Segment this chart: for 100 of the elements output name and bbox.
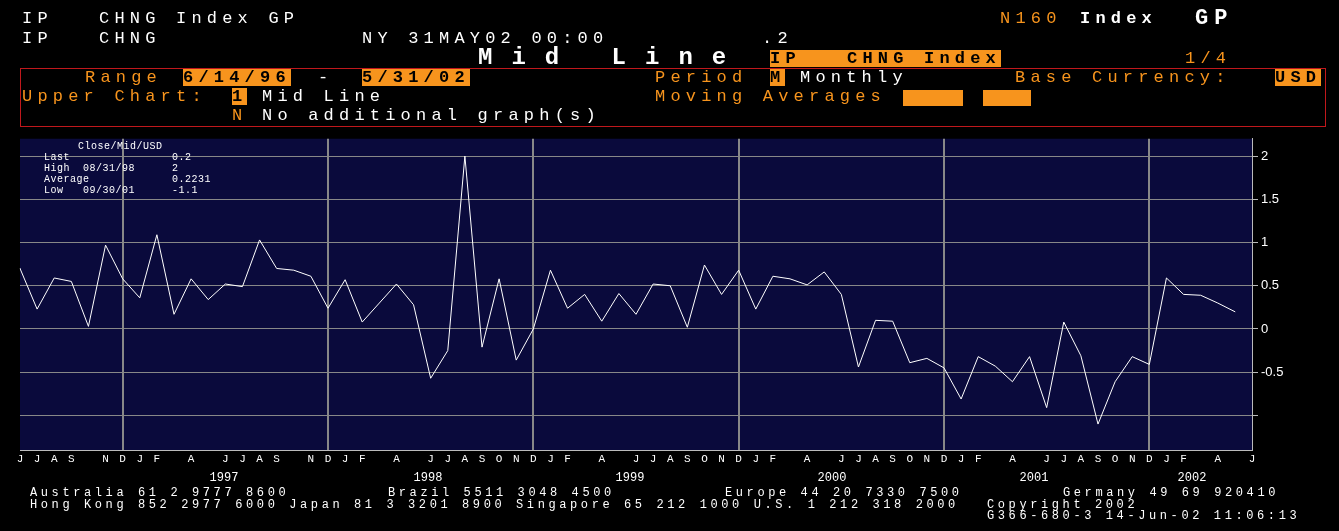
x-tick-label: O xyxy=(1111,452,1119,465)
x-tick-label: F xyxy=(974,452,982,465)
y-tick-label: -0.5 xyxy=(1261,363,1284,379)
text: N160 xyxy=(1000,9,1062,28)
x-tick-label: J xyxy=(427,452,434,465)
annotation: 0.2231 xyxy=(172,174,212,185)
annotation: -1.1 xyxy=(172,185,199,196)
x-tick-label: D xyxy=(735,452,743,465)
x-tick-label: S xyxy=(273,452,281,465)
x-tick-label: J xyxy=(957,452,965,465)
x-tick-label: A xyxy=(1214,452,1222,465)
x-tick-label: J xyxy=(239,452,246,465)
x-tick-label: J xyxy=(1060,452,1068,465)
text: 1998 xyxy=(413,471,443,485)
annotation: Close/Mid/USD xyxy=(78,141,163,152)
text: 2000 xyxy=(817,471,847,485)
x-tick-label: F xyxy=(358,452,366,465)
text: Upper Chart: xyxy=(22,87,207,106)
text: 1997 xyxy=(209,471,239,485)
text: 2001 xyxy=(1019,471,1049,485)
x-tick-label: D xyxy=(530,452,538,465)
annotation: 2 xyxy=(172,163,179,174)
annotation: Low 09/30/01 xyxy=(44,185,136,196)
text: Germany 49 69 920410 xyxy=(1063,486,1280,500)
text: Moving Averages xyxy=(655,87,887,106)
text: 5/31/02 xyxy=(362,68,470,87)
text: Index xyxy=(1080,9,1158,28)
annotation: Last xyxy=(44,152,71,163)
x-tick-label: J xyxy=(33,452,41,465)
x-tick-label: N xyxy=(718,452,725,465)
text: IP CHNG Index GP xyxy=(22,9,300,28)
x-tick-label: A xyxy=(393,452,401,465)
y-tick-label: 1 xyxy=(1261,234,1269,250)
x-tick-label: O xyxy=(906,452,914,465)
annotation: 0.2 xyxy=(172,152,192,163)
text: IP CHNG Index xyxy=(770,49,1002,68)
x-tick-label: J xyxy=(649,452,657,465)
text: Base Currency: xyxy=(1015,68,1231,87)
x-tick-label: J xyxy=(855,452,862,465)
x-tick-label: J xyxy=(444,452,452,465)
x-tick-label: N xyxy=(1128,452,1136,465)
text: No additional graph(s) xyxy=(262,106,601,125)
x-tick-label: F xyxy=(564,452,571,465)
text: Hong Kong 852 2977 6000 Japan 81 3 3201 8900 Singapore 65 212 1000 U.S. 1 212 318 2000 xyxy=(30,498,959,512)
text: Mid Line xyxy=(262,87,386,106)
text: Brazil 5511 3048 4500 xyxy=(388,486,615,500)
x-tick-label: J xyxy=(136,452,144,465)
text: 1/4 xyxy=(1185,49,1232,68)
y-tick-label: 0 xyxy=(1261,320,1269,336)
text: G366-680-3 14-Jun-02 11:06:13 xyxy=(987,509,1301,523)
annotation: High 08/31/98 xyxy=(44,163,136,174)
text: Period xyxy=(655,68,748,87)
text: Monthly xyxy=(800,68,908,87)
x-tick-label: N xyxy=(307,452,315,465)
x-tick-label: F xyxy=(153,452,161,465)
text: 1999 xyxy=(615,471,645,485)
text: Europe 44 20 7330 7500 xyxy=(725,486,963,500)
x-tick-label: A xyxy=(1009,452,1017,465)
x-tick-label: J xyxy=(16,452,24,465)
chart-title: Mid Line xyxy=(478,44,746,71)
x-tick-label: J xyxy=(1163,452,1170,465)
x-tick-label: A xyxy=(598,452,606,465)
x-tick-label: O xyxy=(701,452,709,465)
x-tick-label: A xyxy=(256,452,264,465)
text: .2 xyxy=(762,29,793,48)
x-tick-label: S xyxy=(1094,452,1102,465)
x-tick-label: N xyxy=(102,452,109,465)
y-tick-label: 1.5 xyxy=(1261,190,1280,206)
x-tick-label: A xyxy=(1077,452,1085,465)
annotation: Average xyxy=(44,174,90,185)
x-tick-label: J xyxy=(1248,452,1256,465)
x-tick-label: J xyxy=(838,452,845,465)
x-tick-label: N xyxy=(923,452,931,465)
x-tick-label: J xyxy=(547,452,554,465)
x-tick-label: F xyxy=(769,452,777,465)
x-tick-label: J xyxy=(222,452,229,465)
x-tick-label: J xyxy=(752,452,760,465)
x-tick-label: J xyxy=(632,452,640,465)
text: GP xyxy=(1195,6,1234,31)
x-tick-label: S xyxy=(68,452,76,465)
x-tick-label: O xyxy=(495,452,503,465)
text: 6/14/96 xyxy=(183,68,291,87)
y-tick-label: 0.5 xyxy=(1261,277,1280,293)
text: - xyxy=(318,68,334,87)
text: 1 xyxy=(232,87,248,106)
x-tick-label: N xyxy=(512,452,520,465)
x-tick-label: A xyxy=(803,452,811,465)
x-tick-label: J xyxy=(1043,452,1050,465)
text: N xyxy=(232,106,248,125)
x-tick-label: S xyxy=(889,452,897,465)
x-tick-label: F xyxy=(1180,452,1187,465)
x-tick-label: D xyxy=(324,452,332,465)
x-tick-label: A xyxy=(666,452,674,465)
x-tick-label: A xyxy=(50,452,58,465)
text: M xyxy=(770,68,786,87)
x-tick-label: D xyxy=(1146,452,1154,465)
x-tick-label: S xyxy=(478,452,486,465)
x-tick-label: A xyxy=(461,452,469,465)
text: IP CHNG xyxy=(22,29,161,48)
text: USD xyxy=(1275,68,1322,87)
